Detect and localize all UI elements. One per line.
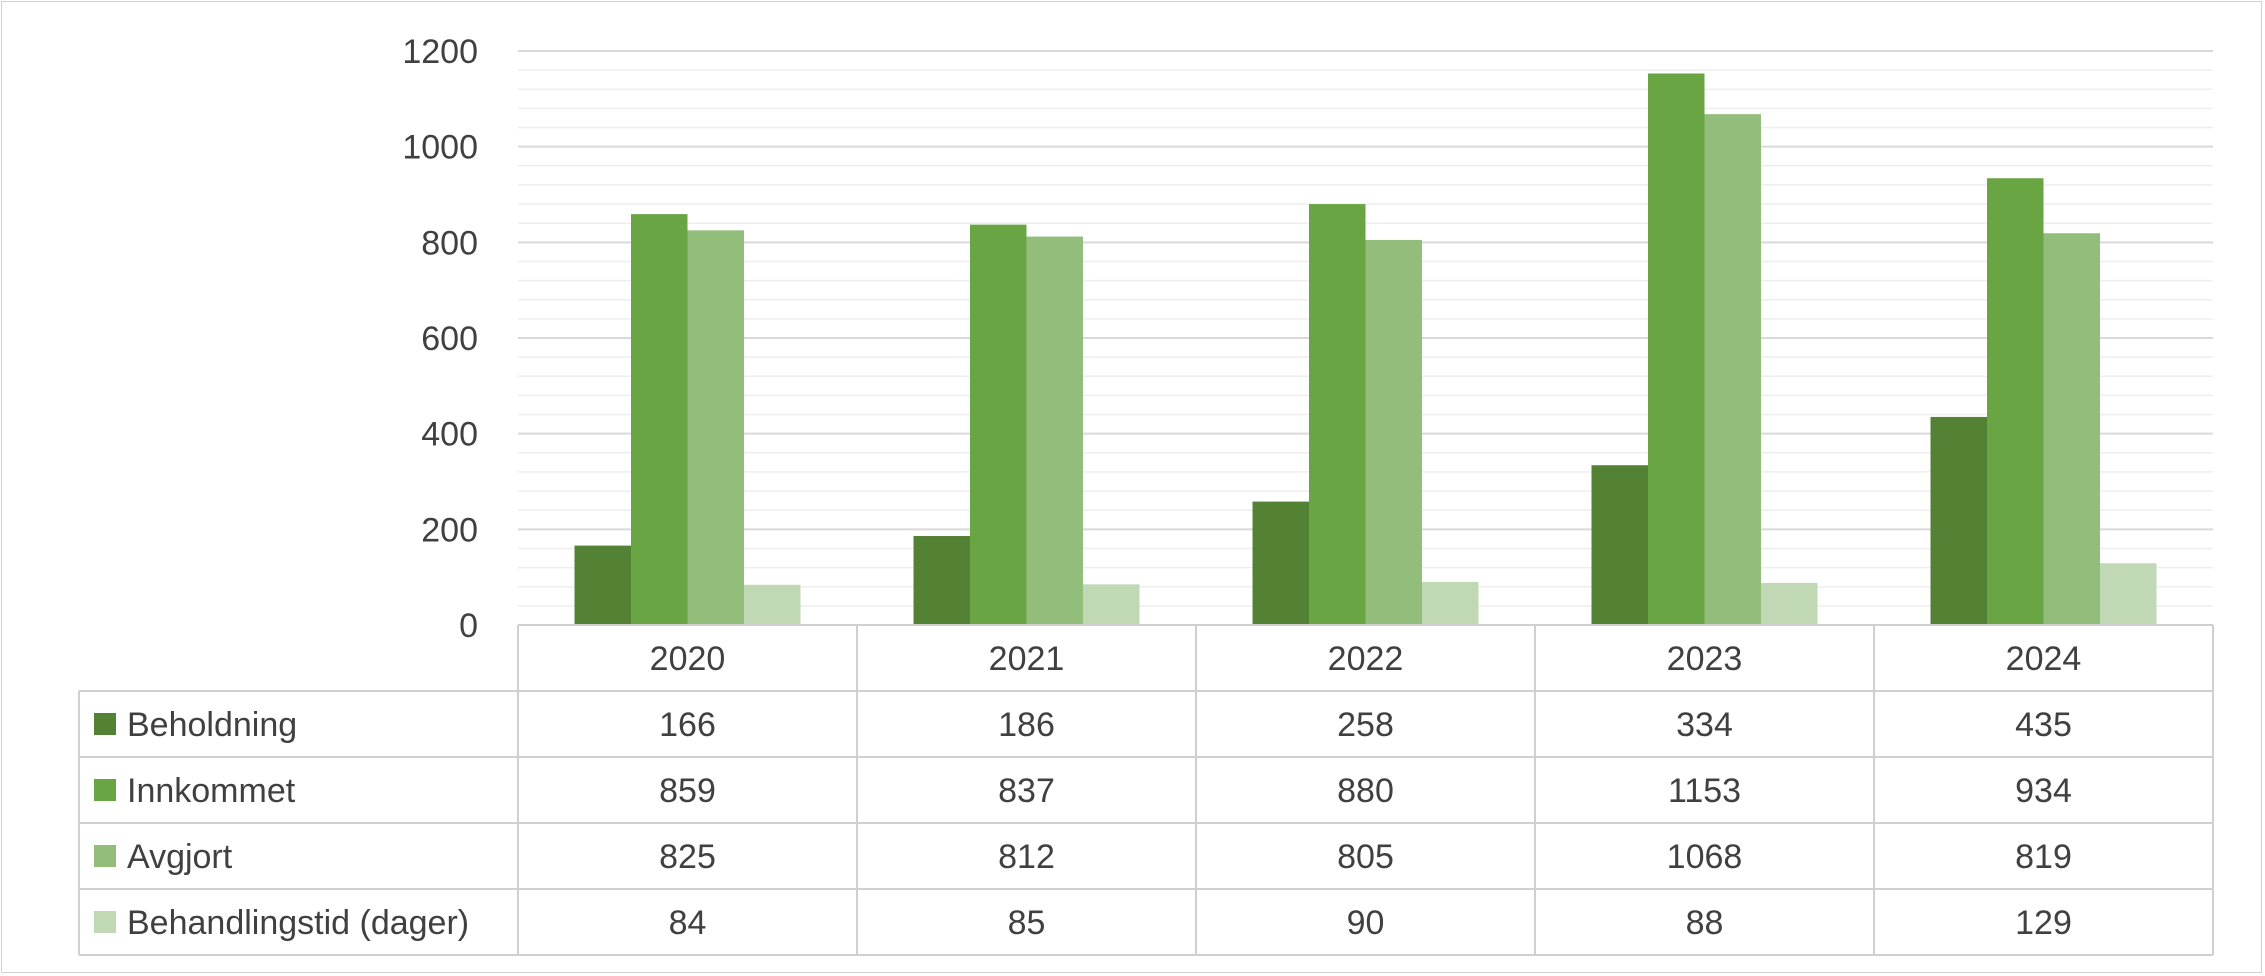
data-value-cell: 166 [659,706,716,744]
bar-beholdning-2024 [1930,416,1987,625]
data-value-cell: 819 [2015,838,2072,876]
bar-innkommet-2022 [1309,204,1366,626]
bar-behandlingstid-dager-2024 [2100,563,2157,625]
x-category-label: 2021 [989,640,1065,678]
data-value-cell: 812 [998,838,1055,876]
legend-label: Behandlingstid (dager) [127,904,469,942]
y-tick-label: 0 [459,607,478,645]
bar-beholdning-2022 [1252,501,1309,625]
legend-key [94,911,116,933]
bar-beholdning-2021 [913,536,970,625]
bar-avgjort-2024 [2043,233,2100,625]
data-value-cell: 84 [669,904,707,942]
bar-behandlingstid-dager-2022 [1422,581,1479,625]
data-value-cell: 825 [659,838,716,876]
y-tick-label: 800 [421,224,478,262]
bar-avgjort-2022 [1365,239,1422,626]
y-tick-label: 400 [421,416,478,454]
bar-behandlingstid-dager-2021 [1083,584,1140,625]
legend-label: Beholdning [127,706,297,744]
bar-innkommet-2021 [970,224,1027,625]
data-value-cell: 129 [2015,904,2072,942]
data-value-cell: 859 [659,772,716,810]
x-category-label: 2023 [1667,640,1743,678]
data-value-cell: 88 [1686,904,1724,942]
y-tick-label: 1000 [402,129,478,167]
data-value-cell: 1153 [1668,772,1741,810]
data-value-cell: 186 [998,706,1055,744]
data-value-cell: 258 [1337,706,1394,744]
data-value-cell: 1068 [1667,838,1743,876]
x-category-label: 2024 [2006,640,2082,678]
bar-innkommet-2020 [631,214,688,625]
data-value-cell: 90 [1347,904,1385,942]
data-value-cell: 837 [998,772,1055,810]
data-value-cell: 85 [1008,904,1046,942]
y-tick-label: 1200 [402,33,478,71]
legend-key [94,845,116,867]
data-value-cell: 880 [1337,772,1394,810]
y-axis: 0 200 400 600 800 1000 1200 [402,33,478,645]
bar-avgjort-2021 [1026,236,1083,626]
legend-label: Innkommet [127,772,296,810]
data-value-cell: 334 [1676,706,1733,744]
legend-key [94,713,116,735]
bar-innkommet-2024 [1987,178,2044,625]
bar-beholdning-2020 [574,545,631,625]
data-value-cell: 934 [2015,772,2072,810]
bar-avgjort-2023 [1704,114,1761,625]
x-category-label: 2020 [650,640,726,678]
bar-behandlingstid-dager-2020 [744,584,801,625]
bar-beholdning-2023 [1591,465,1648,625]
data-value-cell: 805 [1337,838,1394,876]
data-value-cell: 435 [2015,706,2072,744]
legend-label: Avgjort [127,838,233,876]
legend-key [94,779,116,801]
y-tick-label: 200 [421,511,478,549]
bar-group [574,73,2157,626]
x-category-label: 2022 [1328,640,1404,678]
data-table: 2020 2021 2022 2023 2024 Beholdning 166 186 258 3… [78,624,2214,956]
bar-avgjort-2020 [687,230,744,625]
y-tick-label: 600 [421,320,478,358]
bar-innkommet-2023 [1648,73,1705,625]
bar-behandlingstid-dager-2023 [1761,582,1818,625]
